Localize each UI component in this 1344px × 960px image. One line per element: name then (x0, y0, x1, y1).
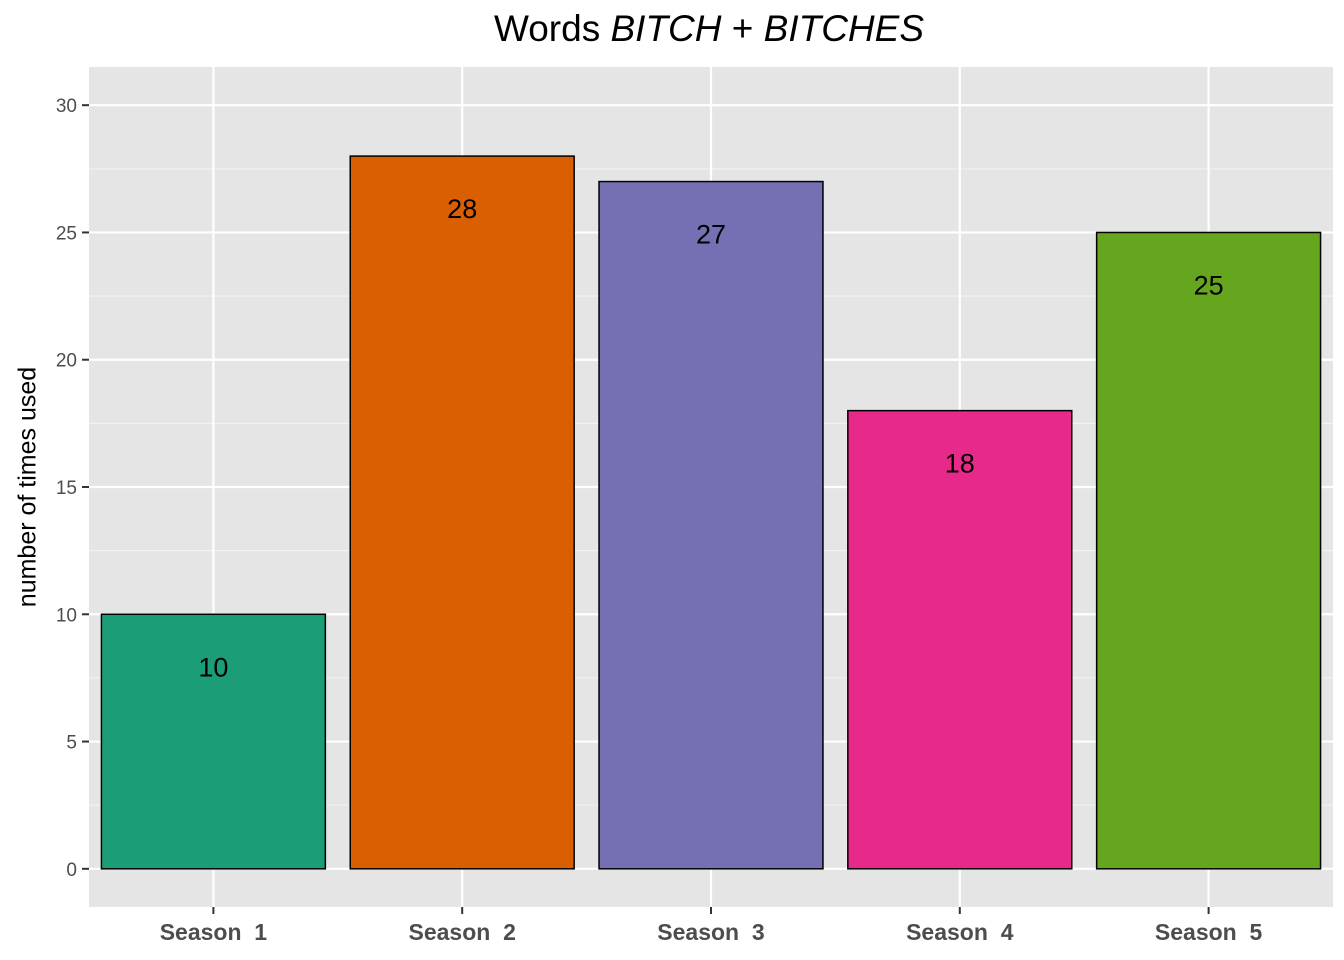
x-tick-label: Season 5 (1155, 919, 1263, 945)
data-label: 10 (198, 652, 228, 682)
y-tick-label: 20 (56, 351, 77, 372)
chart-title: Words BITCH + BITCHES (493, 8, 925, 49)
x-tick-label: Season 4 (906, 919, 1014, 945)
x-tick-label: Season 2 (409, 919, 516, 945)
y-tick-label: 5 (66, 733, 77, 754)
bar (349, 155, 575, 870)
y-tick-label: 10 (56, 605, 77, 626)
x-tick-label: Season 1 (160, 919, 268, 945)
bar (847, 409, 1073, 870)
data-label: 25 (1194, 270, 1224, 300)
data-label: 27 (696, 220, 726, 250)
bar (100, 613, 327, 870)
y-tick-label: 0 (66, 860, 77, 881)
x-tick-label: Season 3 (657, 919, 764, 945)
bar (598, 180, 824, 870)
data-label: 18 (945, 449, 975, 479)
y-tick-label: 15 (56, 478, 77, 499)
bar (1095, 231, 1322, 870)
data-label: 28 (447, 194, 477, 224)
y-tick-label: 25 (56, 223, 77, 244)
y-tick-label: 30 (56, 96, 77, 117)
